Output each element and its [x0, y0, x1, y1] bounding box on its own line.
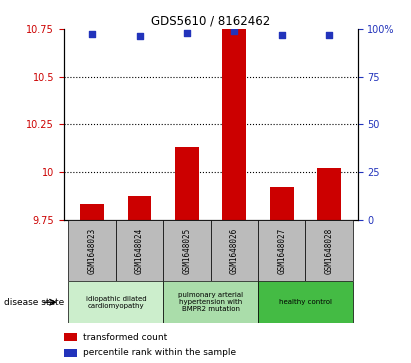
- Text: percentile rank within the sample: percentile rank within the sample: [83, 348, 236, 357]
- Bar: [64, 348, 77, 357]
- Bar: [80, 204, 104, 220]
- Text: healthy control: healthy control: [279, 299, 332, 305]
- Bar: [270, 187, 293, 220]
- Text: pulmonary arterial
hypertension with
BMPR2 mutation: pulmonary arterial hypertension with BMP…: [178, 292, 243, 312]
- Text: GSM1648023: GSM1648023: [88, 227, 97, 274]
- Bar: [317, 168, 341, 220]
- Point: [136, 33, 143, 38]
- Bar: [116, 220, 163, 281]
- Title: GDS5610 / 8162462: GDS5610 / 8162462: [151, 15, 270, 28]
- Bar: [163, 220, 211, 281]
- Bar: [64, 333, 77, 341]
- Text: GSM1648026: GSM1648026: [230, 227, 239, 274]
- Bar: [211, 220, 258, 281]
- Bar: [305, 220, 353, 281]
- Bar: [69, 281, 163, 323]
- Bar: [258, 281, 353, 323]
- Bar: [175, 147, 199, 220]
- Text: GSM1648024: GSM1648024: [135, 227, 144, 274]
- Bar: [258, 220, 305, 281]
- Text: GSM1648027: GSM1648027: [277, 227, 286, 274]
- Bar: [163, 281, 258, 323]
- Point: [326, 32, 332, 38]
- Text: disease state: disease state: [4, 298, 65, 307]
- Point: [231, 28, 238, 33]
- Bar: [69, 220, 116, 281]
- Text: transformed count: transformed count: [83, 333, 167, 342]
- Bar: [222, 29, 246, 220]
- Bar: [128, 196, 151, 220]
- Text: idiopathic dilated
cardiomyopathy: idiopathic dilated cardiomyopathy: [85, 296, 146, 309]
- Point: [278, 32, 285, 38]
- Text: GSM1648028: GSM1648028: [325, 227, 334, 274]
- Point: [184, 30, 190, 36]
- Point: [89, 31, 95, 37]
- Text: GSM1648025: GSM1648025: [182, 227, 192, 274]
